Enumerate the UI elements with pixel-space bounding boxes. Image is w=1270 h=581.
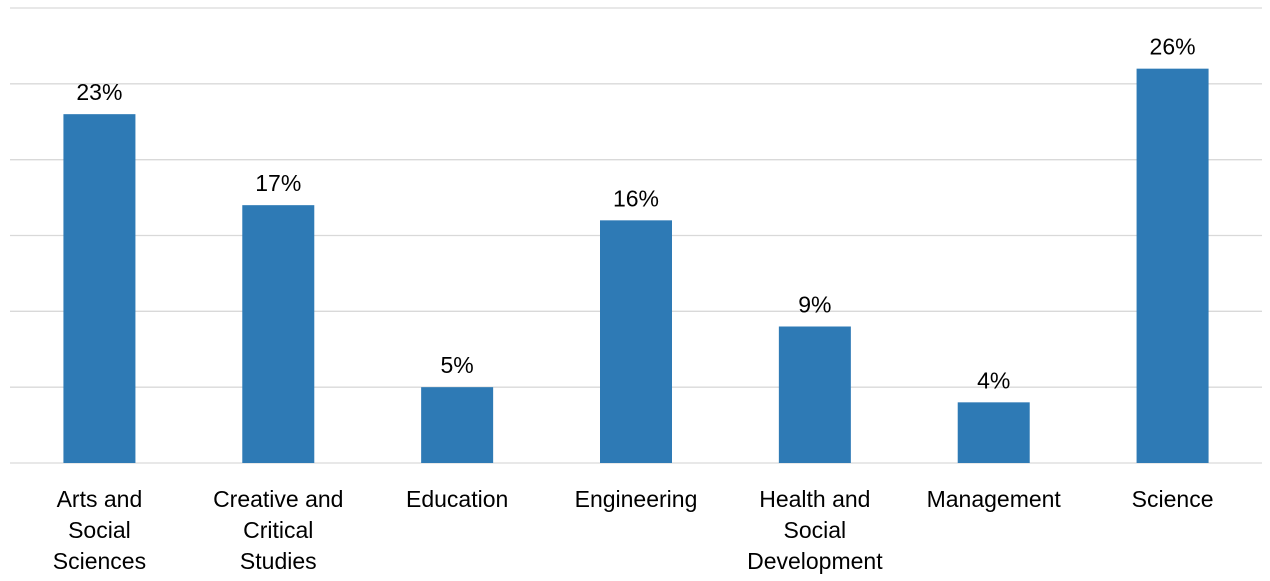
bar: [242, 205, 315, 463]
category-label: Management: [927, 486, 1062, 512]
category-label: Arts and Social Sciences: [53, 486, 146, 574]
category-label: Health and Social Development: [747, 486, 883, 574]
category-label: Education: [406, 486, 508, 512]
bar: [421, 387, 494, 463]
data-label: 23%: [76, 79, 122, 105]
data-label: 17%: [255, 170, 301, 196]
category-tick-labels: Arts and Social Sciences Creative and Critic…: [53, 486, 1214, 574]
bar: [778, 326, 851, 463]
bars: [63, 68, 1209, 464]
category-label: Science: [1132, 486, 1214, 512]
data-label: 26%: [1150, 34, 1196, 60]
bar: [63, 114, 136, 464]
data-label: 4%: [977, 367, 1010, 393]
data-label: 16%: [613, 185, 659, 211]
data-labels: 23% 17% 5% 16% 9% 4% 26%: [76, 34, 1195, 394]
category-label: Creative and Critical Studies: [213, 486, 343, 574]
data-label: 9%: [798, 292, 831, 318]
bar: [957, 402, 1030, 463]
category-label: Engineering: [575, 486, 698, 512]
bar: [1136, 68, 1209, 464]
bar: [600, 220, 672, 463]
data-label: 5%: [441, 352, 474, 378]
